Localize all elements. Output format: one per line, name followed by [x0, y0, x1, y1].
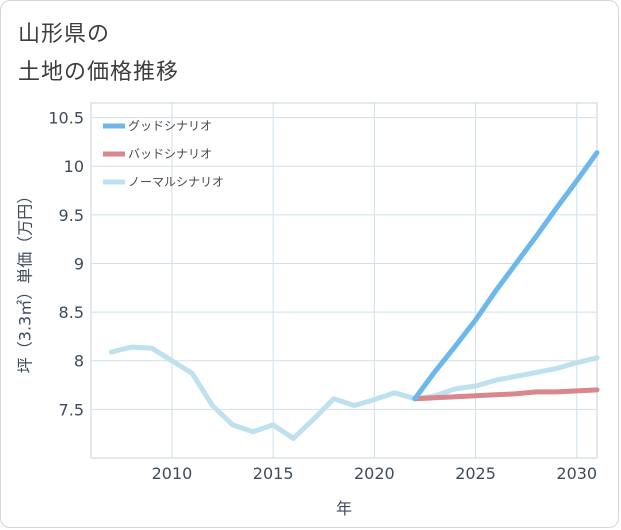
y-tick-label: 8 — [74, 352, 84, 371]
series-line-good — [412, 150, 600, 402]
chart-title-line2: 土地の価格推移 — [18, 60, 180, 85]
x-tick-label: 2030 — [556, 464, 597, 483]
series-line-bad — [412, 387, 600, 402]
y-tick-label: 9 — [74, 254, 84, 273]
series-lines — [108, 150, 600, 441]
x-tick-label: 2020 — [354, 464, 395, 483]
y-tick-label: 10 — [64, 157, 84, 176]
chart-title-line1: 山形県の — [18, 22, 111, 47]
x-tick-label: 2010 — [152, 464, 193, 483]
y-tick-label: 8.5 — [59, 303, 84, 322]
y-tick-label: 7.5 — [59, 400, 84, 419]
x-axis-title: 年 — [336, 499, 352, 518]
legend-label-good: グッドシナリオ — [128, 119, 212, 133]
y-tick-label: 10.5 — [48, 109, 84, 128]
x-axis-ticks: 2010 2015 2020 2025 2030 — [152, 464, 598, 483]
y-tick-label: 9.5 — [59, 206, 84, 225]
series-line-normal — [108, 344, 600, 441]
x-tick-label: 2015 — [253, 464, 294, 483]
legend-label-normal: ノーマルシナリオ — [128, 175, 224, 189]
y-axis-title: 坪（3.3㎡）単価（万円） — [16, 188, 35, 373]
x-tick-label: 2025 — [455, 464, 496, 483]
plot-frame — [90, 102, 598, 459]
y-axis-ticks: 7.5 8 8.5 9 9.5 10 10.5 — [48, 109, 84, 420]
legend-label-bad: バッドシナリオ — [128, 147, 212, 161]
